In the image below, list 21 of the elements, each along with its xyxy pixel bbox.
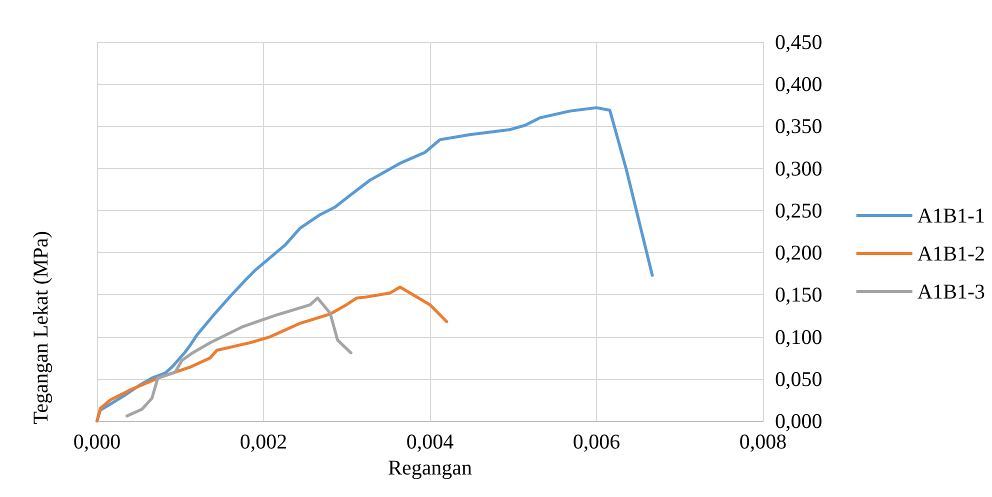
line-series [96,286,448,422]
x-tick-label: 0,004 [406,430,454,454]
y-tick-label: 0,200 [775,240,822,265]
y-tick-label: 0,350 [775,114,822,138]
y-tick-label: 0,250 [775,198,822,222]
x-tick-label: 0,002 [240,430,288,454]
y-tick-label: 0,050 [775,366,822,391]
x-axis-title: Regangan [388,455,472,480]
y-tick-label: 0,400 [775,72,822,96]
y-tick-label: 0,150 [775,282,822,307]
line-series [96,106,654,422]
legend-label: A1B1-2 [917,242,986,266]
x-tick-label: 0,000 [73,430,121,454]
y-tick-label: 0,450 [775,30,822,54]
y-axis-title: Tegangan Lekat (MPa) [28,230,52,424]
legend-label: A1B1-1 [917,204,986,228]
legend-label: A1B1-3 [917,280,986,304]
y-tick-label: 0,100 [775,324,822,349]
line-series [125,296,352,418]
x-tick-label: 0,006 [572,430,620,454]
y-tick-label: 0,300 [775,156,822,180]
